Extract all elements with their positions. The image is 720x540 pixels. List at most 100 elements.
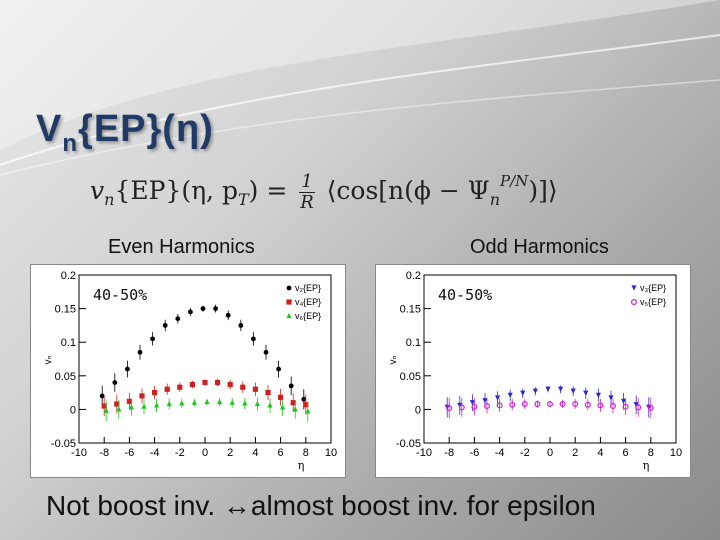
data-point [139, 393, 144, 398]
legend-marker [286, 299, 291, 304]
data-point [230, 400, 235, 405]
x-tick-label: 0 [547, 447, 553, 459]
data-point [596, 393, 601, 398]
flow-formula: vn{EP}(η, pT) = 1R ⟨cos[n(ϕ − ΨnP/N)]⟩ [90, 172, 558, 213]
even-harmonics-plot: -10 -8 -6 -4 -2 0 2 4 6 8 10 -0.05 0 0.05 0.1 0.15 0.2 η v… [31, 265, 345, 477]
odd-harmonics-chart: -10 -8 -6 -4 -2 0 2 4 6 8 10 -0.05 0 0.05 0.1 0.15 0.2 η v… [375, 264, 691, 478]
data-point [167, 401, 172, 406]
x-tick-label: -2 [175, 447, 185, 459]
x-tick-label: -4 [150, 447, 160, 459]
background-swoosh [0, 0, 720, 200]
data-point [217, 399, 222, 404]
data-point [267, 402, 272, 407]
data-point [558, 387, 563, 392]
legend-entry: v₅{EP} [640, 297, 666, 307]
data-point [226, 313, 231, 318]
data-point [204, 399, 209, 404]
y-tick-label: 0.15 [400, 304, 421, 316]
x-tick-label: 6 [623, 447, 629, 459]
data-point [202, 380, 207, 385]
even-harmonics-chart: -10 -8 -6 -4 -2 0 2 4 6 8 10 -0.05 0 0.05 0.1 0.15 0.2 η v… [30, 264, 346, 478]
data-point [265, 390, 270, 395]
y-tick-label: 0.05 [400, 371, 421, 383]
legend-marker [631, 285, 636, 290]
data-point [571, 389, 576, 394]
x-tick-label: 10 [325, 447, 337, 459]
data-point [289, 383, 294, 388]
data-point [255, 401, 260, 406]
data-point [242, 400, 247, 405]
odd-harmonics-plot: -10 -8 -6 -4 -2 0 2 4 6 8 10 -0.05 0 0.05 0.1 0.15 0.2 η v… [376, 265, 690, 477]
x-tick-label: -8 [444, 447, 454, 459]
y-tick-label: -0.05 [51, 438, 76, 450]
y-tick-label: 0.1 [61, 337, 76, 349]
data-point [188, 310, 193, 315]
x-tick-label: -2 [520, 447, 530, 459]
data-point [253, 387, 258, 392]
data-point [179, 400, 184, 405]
data-point [545, 387, 550, 392]
data-point [533, 389, 538, 394]
legend-entry: v₄{EP} [295, 297, 321, 307]
y-tick-label: 0.2 [61, 270, 76, 282]
y-axis-label: vₙ [388, 355, 399, 364]
data-point [201, 306, 206, 311]
data-point [215, 380, 220, 385]
legend-marker [287, 286, 292, 291]
x-tick-label: -4 [495, 447, 505, 459]
y-tick-label: 0 [415, 404, 421, 416]
data-point [175, 316, 180, 321]
data-point [163, 323, 168, 328]
data-point [150, 336, 155, 341]
data-point [125, 367, 130, 372]
y-tick-label: 0 [70, 404, 76, 416]
x-tick-label: 2 [572, 447, 578, 459]
data-point [112, 380, 117, 385]
data-point [238, 323, 243, 328]
caption-odd: Odd Harmonics [470, 236, 609, 259]
data-point [177, 385, 182, 390]
x-tick-label: 8 [303, 447, 309, 459]
slide-title: Vn{EP}(η) [36, 108, 214, 158]
data-point [251, 336, 256, 341]
legend-entry: v₆{EP} [295, 311, 321, 321]
centrality-annotation: 40-50% [93, 286, 147, 304]
data-point [141, 404, 146, 409]
data-point [165, 387, 170, 392]
legend-entry: v₃{EP} [640, 283, 666, 293]
y-tick-label: 0.1 [406, 337, 421, 349]
data-point [213, 306, 218, 311]
data-point [240, 385, 245, 390]
y-tick-label: 0.15 [55, 304, 76, 316]
legend-marker [286, 313, 291, 318]
data-point [138, 350, 143, 355]
y-axis-label: vₙ [43, 355, 54, 364]
y-tick-label: 0.2 [406, 270, 421, 282]
data-point [228, 382, 233, 387]
data-point [276, 367, 281, 372]
data-point [192, 400, 197, 405]
x-tick-label: 4 [597, 447, 603, 459]
data-point [152, 390, 157, 395]
data-point [508, 393, 513, 398]
x-tick-label: -6 [470, 447, 480, 459]
x-tick-label: 6 [278, 447, 284, 459]
centrality-annotation: 40-50% [438, 286, 492, 304]
x-tick-label: -6 [125, 447, 135, 459]
caption-even: Even Harmonics [108, 236, 255, 259]
x-tick-label: 8 [648, 447, 654, 459]
x-axis-label: η [643, 459, 650, 472]
data-point [520, 391, 525, 396]
data-point [264, 350, 269, 355]
x-tick-label: 0 [202, 447, 208, 459]
y-tick-label: -0.05 [396, 438, 421, 450]
x-axis-label: η [298, 459, 305, 472]
legend-entry: v₂{EP} [295, 283, 321, 293]
y-tick-label: 0.05 [55, 371, 76, 383]
data-point [583, 391, 588, 396]
data-point [190, 382, 195, 387]
legend-marker [632, 300, 637, 305]
x-tick-label: 4 [252, 447, 258, 459]
conclusion-text: Not boost inv. ↔almost boost inv. for ep… [46, 490, 596, 522]
x-tick-label: -8 [99, 447, 109, 459]
